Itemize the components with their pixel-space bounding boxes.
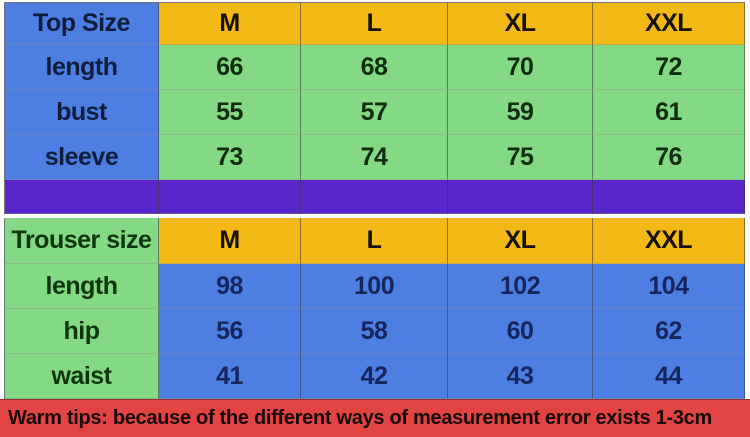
cell-value: 57 — [301, 90, 448, 135]
top-size-col-xxl: XXL — [593, 3, 745, 45]
cell-value: 102 — [448, 264, 593, 309]
cell-value: 75 — [448, 135, 593, 180]
cell-value: 56 — [159, 309, 301, 354]
cell-value: 100 — [301, 264, 448, 309]
row-label-bust: bust — [5, 90, 159, 135]
table-row: sleeve 73 74 75 76 — [5, 135, 745, 180]
row-label-length: length — [5, 264, 159, 309]
cell-value: 44 — [593, 354, 745, 399]
cell-value: 58 — [301, 309, 448, 354]
top-size-header-row: Top Size M L XL XXL — [5, 3, 745, 45]
cell-value: 98 — [159, 264, 301, 309]
divider-band — [5, 180, 745, 214]
trouser-size-title: Trouser size — [5, 218, 159, 264]
trouser-size-col-xxl: XXL — [593, 218, 745, 264]
top-size-col-m: M — [159, 3, 301, 45]
trouser-size-col-l: L — [301, 218, 448, 264]
cell-value: 74 — [301, 135, 448, 180]
cell-value: 76 — [593, 135, 745, 180]
table-row: length 98 100 102 104 — [5, 264, 745, 309]
trouser-size-col-m: M — [159, 218, 301, 264]
divider-cell — [301, 180, 448, 214]
cell-value: 41 — [159, 354, 301, 399]
top-size-col-l: L — [301, 3, 448, 45]
table-row: bust 55 57 59 61 — [5, 90, 745, 135]
divider-cell — [5, 180, 159, 214]
cell-value: 62 — [593, 309, 745, 354]
warm-tips-banner: Warm tips: because of the different ways… — [0, 399, 750, 437]
cell-value: 66 — [159, 45, 301, 90]
row-label-waist: waist — [5, 354, 159, 399]
cell-value: 42 — [301, 354, 448, 399]
cell-value: 70 — [448, 45, 593, 90]
row-label-length: length — [5, 45, 159, 90]
trouser-size-col-xl: XL — [448, 218, 593, 264]
divider-cell — [593, 180, 745, 214]
divider-cell — [159, 180, 301, 214]
row-label-hip: hip — [5, 309, 159, 354]
cell-value: 61 — [593, 90, 745, 135]
cell-value: 55 — [159, 90, 301, 135]
table-row: length 66 68 70 72 — [5, 45, 745, 90]
table-row: hip 56 58 60 62 — [5, 309, 745, 354]
table-gap — [4, 214, 746, 218]
table-row: waist 41 42 43 44 — [5, 354, 745, 399]
cell-value: 60 — [448, 309, 593, 354]
cell-value: 59 — [448, 90, 593, 135]
trouser-size-header-row: Trouser size M L XL XXL — [5, 218, 745, 264]
divider-cell — [448, 180, 593, 214]
cell-value: 68 — [301, 45, 448, 90]
cell-value: 43 — [448, 354, 593, 399]
top-size-title: Top Size — [5, 3, 159, 45]
cell-value: 72 — [593, 45, 745, 90]
row-label-sleeve: sleeve — [5, 135, 159, 180]
cell-value: 104 — [593, 264, 745, 309]
top-size-col-xl: XL — [448, 3, 593, 45]
cell-value: 73 — [159, 135, 301, 180]
size-tables: Top Size M L XL XXL length 66 68 70 72 b… — [4, 2, 746, 399]
